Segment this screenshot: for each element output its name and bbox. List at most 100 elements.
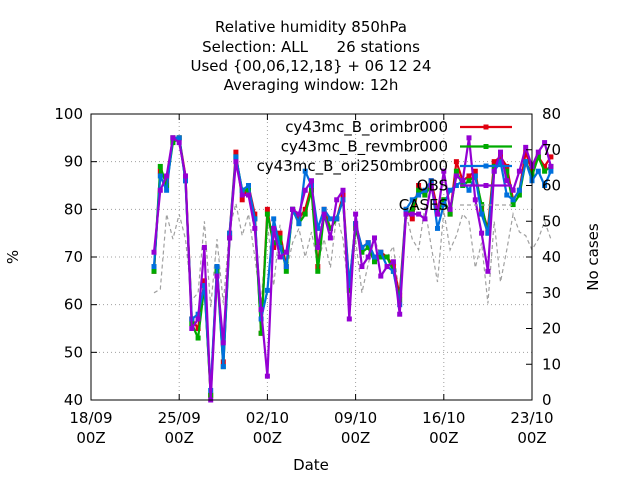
data-point-obs [346, 316, 352, 322]
title-line-2: Selection: ALL 26 stations [202, 38, 420, 56]
data-point-obs [290, 206, 296, 212]
data-point-obs [195, 316, 201, 322]
data-point-obs [435, 211, 440, 217]
data-point-cy43mc-b-orimbr000 [453, 159, 459, 165]
data-point-obs [491, 168, 497, 174]
data-point-cy43mc-b-ori250mbr000 [435, 225, 440, 231]
title-line-1: Relative humidity 850hPa [215, 18, 407, 36]
legend-marker-cy43mc-b-ori250mbr000 [483, 163, 489, 169]
data-point-cy43mc-b-revmbr000 [441, 197, 447, 203]
x-axis-ticks: 18/09 00Z 25/09 00Z 02/10 00Z 09/10 00Z 16/10 00Z… [69, 114, 554, 447]
data-point-cy43mc-b-revmbr000 [447, 211, 453, 217]
data-point-obs [264, 373, 270, 379]
data-point-cy43mc-b-revmbr000 [195, 335, 201, 341]
x-tick-label: 00Z [429, 429, 458, 447]
legend-label-cy43mc-b-revmbr000: cy43mc_B_revmbr000 [281, 138, 448, 157]
data-point-obs [220, 340, 226, 346]
y-axis-label: % [4, 250, 22, 264]
x-tick-label: 00Z [341, 429, 370, 447]
data-point-cy43mc-b-ori250mbr000 [403, 206, 409, 212]
data-point-obs [416, 211, 422, 217]
data-point-cy43mc-b-ori250mbr000 [548, 168, 554, 174]
y2-tick-label: 30 [542, 284, 561, 302]
data-point-obs [523, 144, 529, 150]
legend-label-obs: OBS [417, 177, 448, 195]
data-point-cy43mc-b-ori250mbr000 [277, 244, 283, 250]
y2-tick-label: 0 [542, 391, 552, 409]
data-point-obs [498, 149, 503, 155]
data-point-cy43mc-b-ori250mbr000 [201, 283, 207, 289]
data-point-cy43mc-b-revmbr000 [157, 163, 163, 169]
y-tick-label: 40 [64, 391, 83, 409]
data-point-obs [151, 249, 157, 255]
y-tick-label: 100 [54, 105, 83, 123]
data-point-cy43mc-b-orimbr000 [264, 206, 270, 212]
data-point-cy43mc-b-orimbr000 [523, 149, 529, 155]
data-point-cy43mc-b-revmbr000 [372, 259, 377, 265]
y2-axis-ticks: 0 10 20 30 40 50 60 70 80 [526, 105, 561, 409]
data-point-obs [277, 254, 283, 260]
series-line-obs [152, 136, 552, 402]
data-point-cy43mc-b-revmbr000 [416, 187, 422, 193]
y2-axis-label: No cases [584, 223, 602, 291]
data-point-cy43mc-b-ori250mbr000 [246, 183, 251, 188]
data-point-cy43mc-b-revmbr000 [378, 254, 384, 260]
data-point-cy43mc-b-ori250mbr000 [535, 168, 541, 174]
data-point-cy43mc-b-revmbr000 [315, 268, 321, 274]
data-point-cy43mc-b-orimbr000 [201, 278, 207, 284]
data-point-cy43mc-b-ori250mbr000 [315, 225, 321, 231]
data-point-cy43mc-b-ori250mbr000 [220, 364, 226, 370]
data-point-obs [353, 211, 359, 217]
data-point-cy43mc-b-revmbr000 [359, 249, 365, 255]
data-point-obs [472, 197, 478, 203]
legend: cy43mc_B_orimbr000cy43mc_B_revmbr000cy43… [257, 118, 512, 214]
legend-marker-cy43mc-b-revmbr000 [483, 144, 489, 149]
data-point-obs [296, 211, 302, 217]
legend-label-cy43mc-b-ori250mbr000: cy43mc_B_ori250mbr000 [257, 157, 448, 176]
data-point-obs [315, 244, 321, 250]
data-point-cy43mc-b-ori250mbr000 [346, 283, 352, 289]
data-point-obs [485, 268, 491, 274]
data-point-obs [359, 264, 365, 270]
data-point-obs [479, 230, 485, 236]
x-tick-label: 00Z [165, 429, 194, 447]
data-series [151, 135, 554, 403]
data-point-cy43mc-b-ori250mbr000 [542, 183, 548, 188]
data-point-obs [365, 254, 371, 260]
x-tick-label: 16/10 [422, 409, 465, 427]
data-point-obs [183, 173, 188, 179]
data-point-cy43mc-b-ori250mbr000 [283, 264, 289, 270]
data-point-obs [164, 173, 170, 179]
data-point-cy43mc-b-orimbr000 [542, 163, 548, 169]
data-point-obs [239, 192, 245, 198]
data-point-cy43mc-b-ori250mbr000 [252, 216, 258, 222]
data-point-cy43mc-b-ori250mbr000 [498, 159, 503, 165]
data-point-obs [390, 259, 396, 265]
x-tick-label: 18/09 [69, 409, 112, 427]
data-point-obs [535, 149, 541, 155]
data-point-cy43mc-b-revmbr000 [422, 192, 428, 198]
data-point-obs [542, 140, 548, 146]
data-point-cy43mc-b-revmbr000 [504, 168, 510, 174]
data-point-cy43mc-b-revmbr000 [453, 168, 459, 174]
data-point-cy43mc-b-ori250mbr000 [372, 254, 377, 260]
data-point-cy43mc-b-ori250mbr000 [296, 221, 302, 227]
data-point-cy43mc-b-revmbr000 [258, 330, 264, 336]
y2-tick-label: 40 [542, 248, 561, 266]
y-tick-label: 60 [64, 296, 83, 314]
x-tick-label: 23/10 [510, 409, 553, 427]
legend-label-cy43mc-b-orimbr000: cy43mc_B_orimbr000 [285, 118, 448, 137]
data-point-obs [227, 235, 233, 241]
data-point-obs [372, 235, 377, 241]
data-point-obs [466, 135, 472, 141]
data-point-cy43mc-b-ori250mbr000 [447, 187, 453, 193]
data-point-cy43mc-b-ori250mbr000 [466, 187, 472, 193]
data-point-cy43mc-b-orimbr000 [548, 154, 554, 160]
y2-tick-label: 50 [542, 212, 561, 230]
data-point-cy43mc-b-ori250mbr000 [390, 268, 396, 274]
data-point-obs [516, 168, 522, 174]
data-point-cy43mc-b-ori250mbr000 [214, 264, 220, 270]
data-point-obs [384, 264, 390, 270]
data-point-cy43mc-b-orimbr000 [466, 173, 472, 179]
